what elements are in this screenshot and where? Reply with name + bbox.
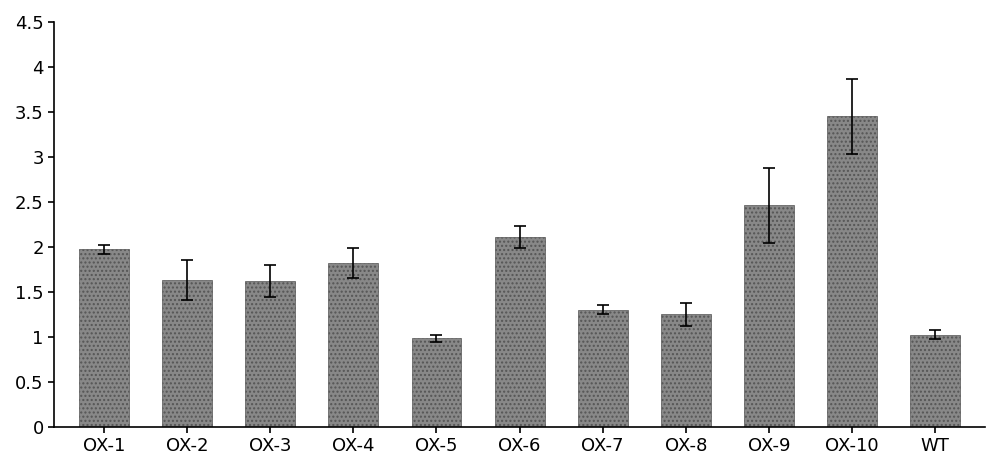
Bar (79, 250, 129, 427)
Bar (328, 263, 378, 427)
Bar (744, 205, 794, 427)
Bar (495, 237, 545, 427)
Bar (162, 280, 212, 427)
Bar (910, 335, 960, 427)
Bar (412, 338, 461, 427)
Bar (827, 117, 877, 427)
Bar (245, 281, 295, 427)
Bar (661, 314, 711, 427)
Bar (578, 310, 628, 427)
